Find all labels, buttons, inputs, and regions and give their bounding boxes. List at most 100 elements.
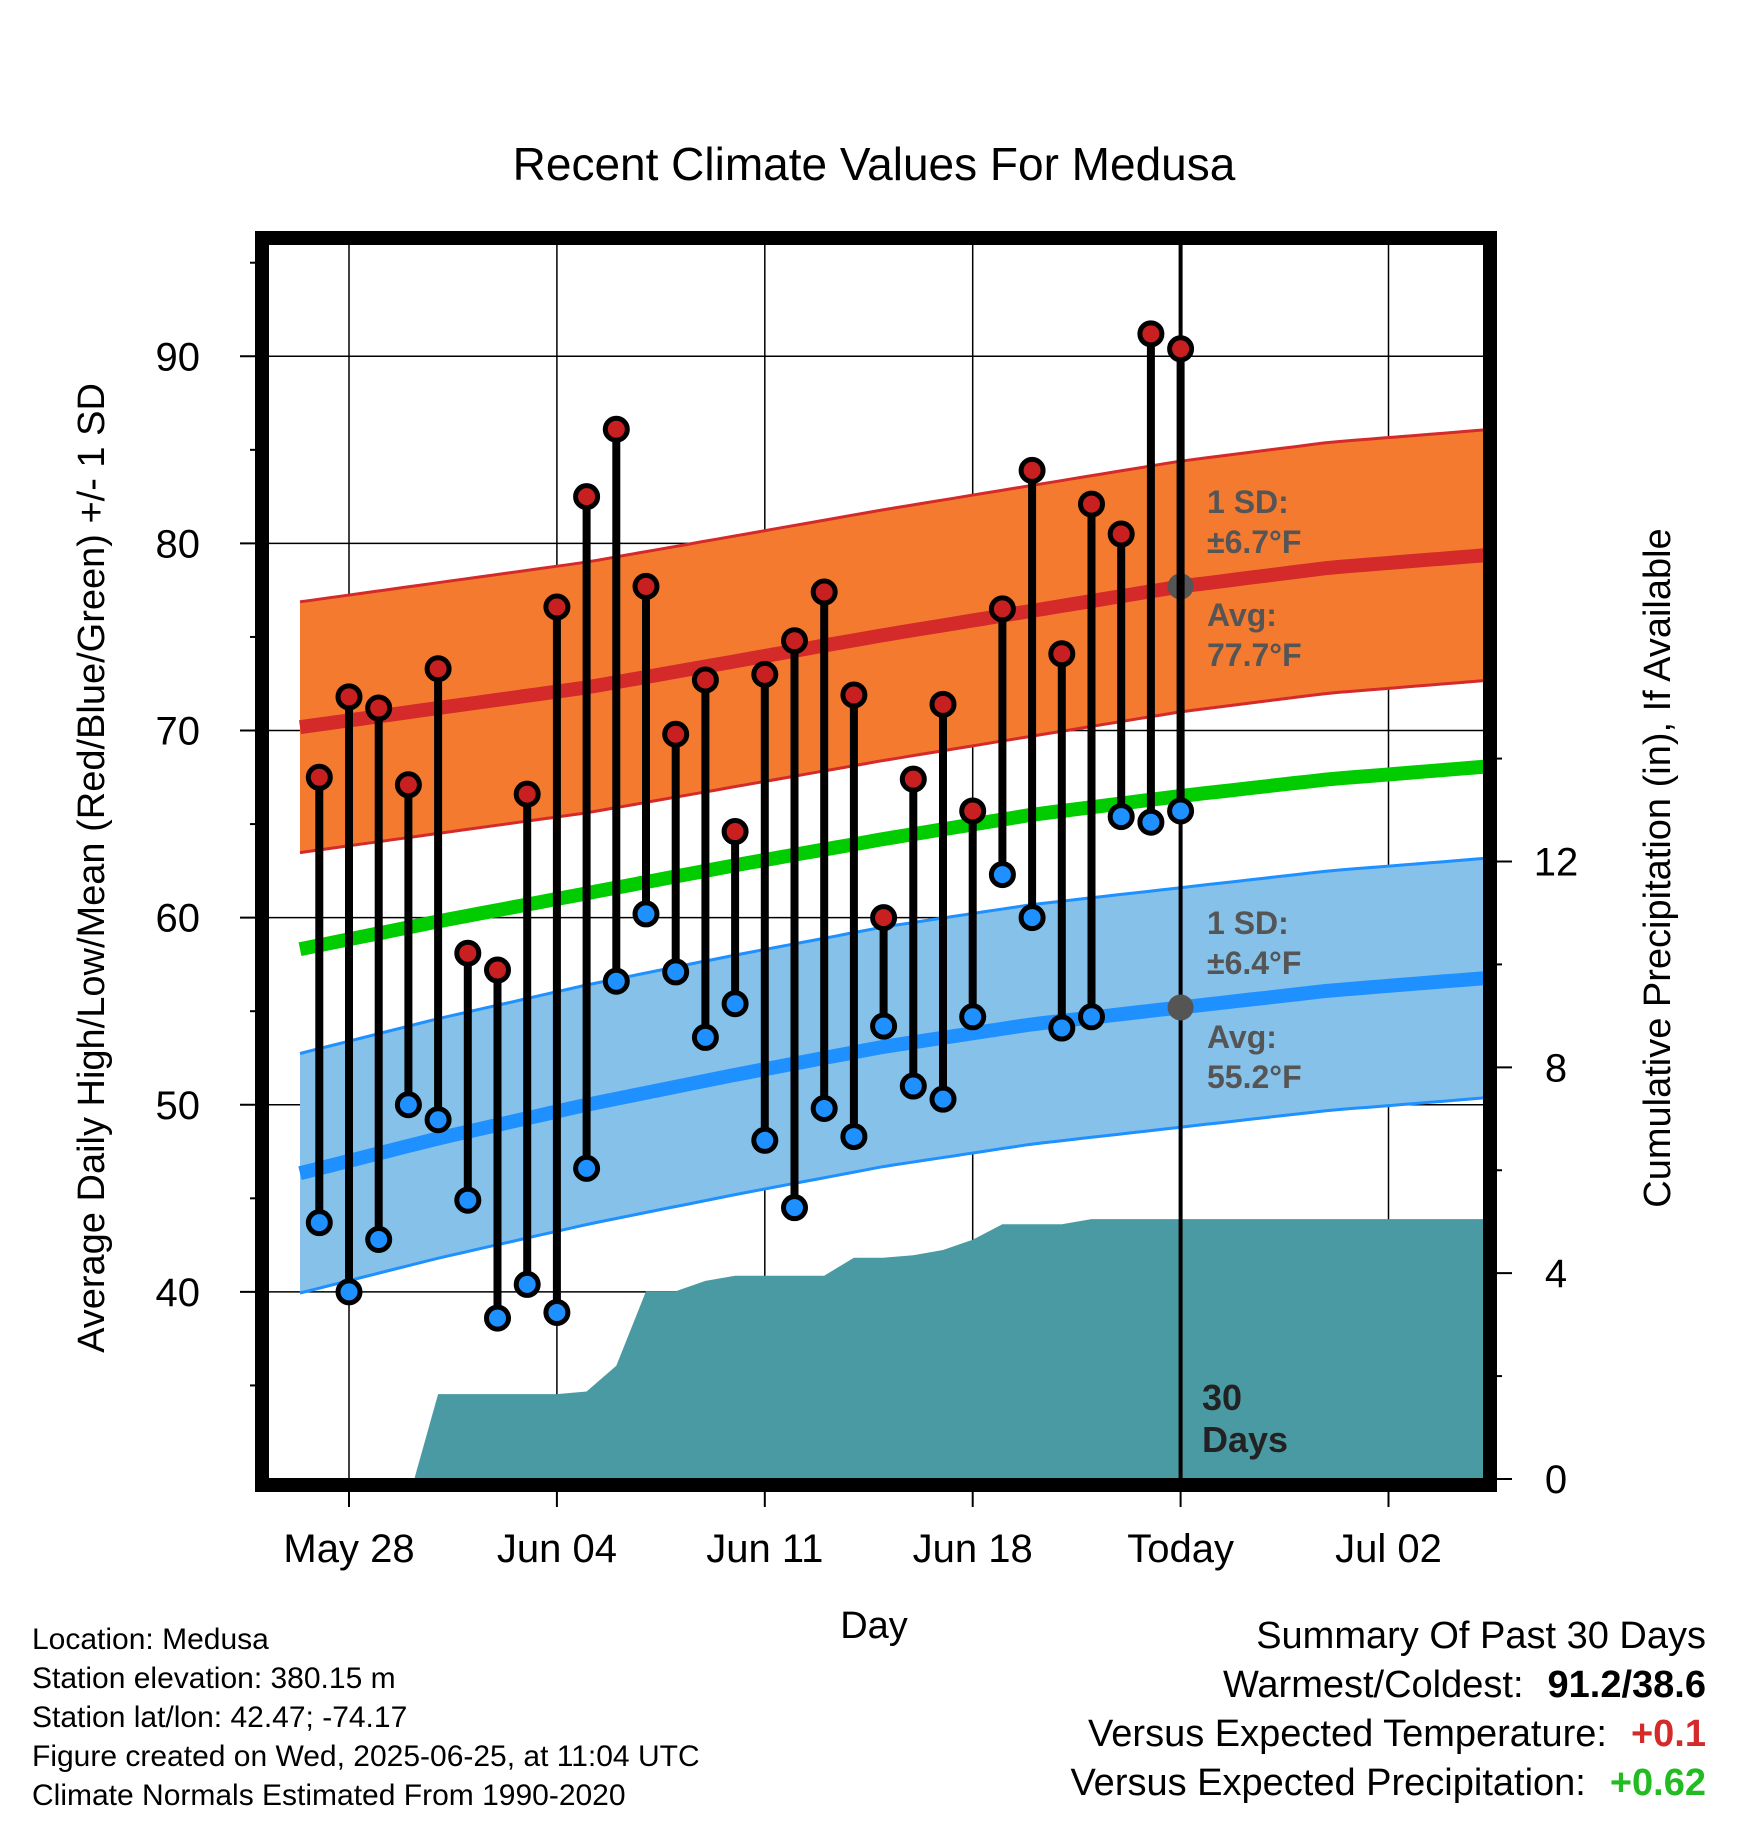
low-point xyxy=(1048,1014,1076,1042)
high-sd-upper xyxy=(299,428,1484,604)
x-tick-label: Jun 04 xyxy=(497,1527,617,1571)
precip-label: Versus Expected Precipitation: xyxy=(1070,1762,1586,1804)
low-point xyxy=(602,967,630,995)
high-point xyxy=(1048,640,1076,668)
high-point xyxy=(1137,320,1165,348)
low-point xyxy=(721,990,749,1018)
y-tick-label: 80 xyxy=(156,522,201,566)
low-point xyxy=(365,1225,393,1253)
low-point xyxy=(1107,803,1135,831)
x-tick-label: May 28 xyxy=(283,1527,414,1571)
x-tick-label: Jun 18 xyxy=(913,1527,1033,1571)
low-point xyxy=(988,861,1016,889)
high-sd-lower xyxy=(299,679,1484,855)
y2-tick-label: 4 xyxy=(1545,1252,1567,1296)
high-point xyxy=(662,720,690,748)
high-point xyxy=(573,483,601,511)
y-axis-label: Average Daily High/Low/Mean (Red/Blue/Gr… xyxy=(71,383,113,1353)
days-word-label: Days xyxy=(1202,1419,1288,1460)
low-point xyxy=(394,1091,422,1119)
low-point xyxy=(335,1278,363,1306)
low-point xyxy=(781,1194,808,1222)
low-point xyxy=(959,1003,987,1031)
high-point xyxy=(751,660,779,688)
low-point xyxy=(573,1154,601,1182)
high-point xyxy=(454,939,482,967)
low-point xyxy=(751,1126,779,1154)
high-point xyxy=(840,681,868,709)
low-point xyxy=(454,1186,482,1214)
avg-high-line xyxy=(299,548,1484,735)
high-point xyxy=(781,627,808,655)
low-point xyxy=(1018,904,1046,932)
low-avg-label: Avg: xyxy=(1207,1019,1277,1055)
high-point xyxy=(929,690,957,718)
y2-axis-label: Cumulative Precipitation (in), If Availa… xyxy=(1637,528,1679,1207)
summary-panel: Summary Of Past 30 Days Warmest/Coldest:… xyxy=(1070,1612,1706,1808)
x-tick-label: Jul 02 xyxy=(1335,1527,1442,1571)
low-point xyxy=(632,900,660,928)
temp-value: +0.1 xyxy=(1630,1713,1706,1755)
elevation-text: Station elevation: 380.15 m xyxy=(32,1662,396,1695)
y-tick-label: 50 xyxy=(156,1084,201,1128)
high-point xyxy=(365,694,393,722)
low-sd-value: ±6.4°F xyxy=(1207,945,1301,981)
days-count-label: 30 xyxy=(1202,1377,1242,1418)
high-point xyxy=(988,595,1016,623)
high-point xyxy=(484,956,511,984)
high-point xyxy=(335,683,363,711)
low-avg-value: 55.2°F xyxy=(1207,1059,1302,1095)
low-point xyxy=(1167,797,1195,825)
low-point xyxy=(662,958,690,986)
axes: 40 50 60 70 80 90 0 4 8 12 May 28 Jun 04 Jun 11 Jun 1… xyxy=(156,231,1579,1571)
low-sd-label: 1 SD: xyxy=(1207,905,1289,941)
high-sd-band xyxy=(300,429,1484,853)
location-text: Location: Medusa xyxy=(32,1623,269,1656)
high-point xyxy=(1078,490,1105,518)
low-point xyxy=(543,1298,571,1326)
low-point xyxy=(899,1072,927,1100)
high-avg-value: 77.7°F xyxy=(1207,637,1302,673)
y-tick-label: 40 xyxy=(156,1271,201,1315)
y-tick-label: 60 xyxy=(156,897,201,941)
high-point xyxy=(691,666,719,694)
precip-value: +0.62 xyxy=(1609,1762,1706,1804)
low-point xyxy=(929,1085,957,1113)
latlon-text: Station lat/lon: 42.47; -74.17 xyxy=(32,1701,408,1734)
high-point xyxy=(1107,520,1135,548)
normals-text: Climate Normals Estimated From 1990-2020 xyxy=(32,1779,626,1812)
high-point xyxy=(1018,456,1046,484)
high-point xyxy=(513,780,541,808)
high-point xyxy=(602,415,630,443)
low-point xyxy=(1078,1003,1105,1031)
high-point xyxy=(959,797,987,825)
x-tick-label: Today xyxy=(1127,1527,1234,1571)
high-sd-value: ±6.7°F xyxy=(1207,524,1301,560)
today-low-marker xyxy=(1167,994,1194,1021)
low-point xyxy=(691,1023,719,1051)
high-point xyxy=(632,572,660,600)
station-info: Location: Medusa Station elevation: 380.… xyxy=(32,1620,700,1815)
high-point xyxy=(899,765,927,793)
temp-label: Versus Expected Temperature: xyxy=(1088,1713,1607,1755)
low-point xyxy=(513,1270,541,1298)
high-point xyxy=(305,763,333,791)
low-sd-band xyxy=(300,858,1484,1293)
y-tick-label: 70 xyxy=(156,710,201,754)
plot-content xyxy=(268,244,1484,1479)
low-point xyxy=(840,1123,868,1151)
high-point xyxy=(543,593,571,621)
warm-cold-value: 91.2/38.6 xyxy=(1547,1664,1706,1706)
high-point xyxy=(424,655,452,683)
high-point xyxy=(1167,335,1195,363)
high-sd-label: 1 SD: xyxy=(1207,484,1289,520)
y2-tick-label: 12 xyxy=(1534,841,1579,885)
temp-row: Versus Expected Temperature: +0.1 xyxy=(1070,1710,1706,1759)
precip-area xyxy=(414,1219,1484,1479)
low-point xyxy=(484,1304,511,1332)
low-point xyxy=(1137,808,1165,836)
created-text: Figure created on Wed, 2025-06-25, at 11… xyxy=(32,1740,700,1773)
high-avg-label: Avg: xyxy=(1207,597,1277,633)
low-point xyxy=(305,1209,333,1237)
precip-row: Versus Expected Precipitation: +0.62 xyxy=(1070,1759,1706,1808)
